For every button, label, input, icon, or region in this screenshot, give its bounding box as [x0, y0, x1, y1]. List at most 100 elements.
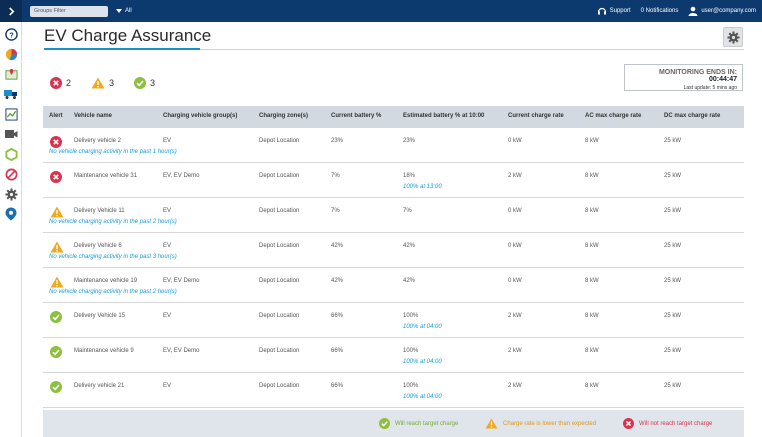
column-header[interactable]: Current charge rate [508, 113, 564, 119]
groups-filter-dropdown[interactable]: All [116, 8, 132, 14]
cell-estimated: 100% [403, 383, 419, 389]
cell-name[interactable]: Maintenance vehicle 9 [74, 348, 134, 354]
status-legend: Will reach target charge Charge rate is … [43, 410, 744, 437]
column-header[interactable]: Estimated battery % at 10:00 [403, 113, 485, 119]
table-row[interactable]: Delivery Vehicle 11 EV Depot Location 7% 7% 0… [43, 199, 744, 233]
column-header[interactable]: Vehicle name [74, 113, 113, 119]
cell-estimated: 100% [403, 348, 419, 354]
table-row[interactable]: Delivery Vehicle 6 EV Depot Location 42% 42%… [43, 234, 744, 268]
cell-rate: 2 kW [508, 313, 522, 319]
cell-zone: Depot Location [259, 243, 300, 249]
sidebar-item-help[interactable]: ? [3, 26, 19, 42]
column-header[interactable]: Alert [49, 113, 63, 119]
sidebar-item-cameras[interactable] [3, 126, 19, 142]
cell-zone: Depot Location [259, 348, 300, 354]
cell-battery: 42% [331, 278, 344, 284]
warning-icon [50, 206, 64, 218]
cell-group: EV [163, 383, 172, 389]
column-header[interactable]: Charging zone(s) [259, 113, 308, 119]
legend-red-label: Will not reach target charge [639, 420, 713, 427]
check-icon [50, 346, 62, 358]
cell-group: EV, EV Demo [163, 348, 200, 354]
cell-name[interactable]: Delivery vehicle 21 [74, 383, 125, 389]
sidebar-item-vehicles[interactable] [3, 86, 19, 102]
cell-rate: 2 kW [508, 348, 522, 354]
cell-group: EV [163, 208, 172, 214]
cell-zone: Depot Location [259, 208, 300, 214]
cell-battery: 7% [331, 208, 340, 214]
column-header[interactable]: Charging vehicle group(s) [163, 113, 238, 119]
cell-zone: Depot Location [259, 313, 300, 319]
estimated-time: 100% at 13:00 [403, 184, 442, 190]
cell-rate: 0 kW [508, 278, 522, 284]
table-row[interactable]: Maintenance vehicle 19 EV, EV Demo Depot L… [43, 269, 744, 303]
cell-ac: 8 kW [585, 313, 599, 319]
cell-name[interactable]: Delivery Vehicle 6 [74, 243, 122, 249]
activity-note: No vehicle charging activity in the past… [49, 219, 177, 225]
table-row[interactable]: Delivery vehicle 2 EV Depot Location 23% 23%… [43, 129, 744, 163]
sidebar-item-map[interactable] [3, 66, 19, 82]
cell-ac: 8 kW [585, 208, 599, 214]
groups-filter-input[interactable]: Groups Filter [30, 5, 108, 17]
cell-ac: 8 kW [585, 243, 599, 249]
column-header[interactable]: AC max charge rate [585, 113, 642, 119]
column-header[interactable]: DC max charge rate [664, 113, 721, 119]
cell-zone: Depot Location [259, 173, 300, 179]
cell-name[interactable]: Maintenance vehicle 19 [74, 278, 138, 284]
user-menu[interactable]: user@company.com [688, 6, 756, 16]
cell-battery: 66% [331, 313, 344, 319]
cell-rate: 0 kW [508, 243, 522, 249]
sidebar-item-exceptions[interactable] [3, 166, 19, 182]
warning-icon [50, 241, 64, 253]
notifications-link[interactable]: 0 Notifications [641, 8, 679, 14]
cell-name[interactable]: Delivery Vehicle 11 [74, 208, 125, 214]
settings-button[interactable] [723, 27, 743, 47]
sidebar-item-zones[interactable] [3, 206, 19, 222]
expand-menu-button[interactable] [0, 0, 22, 22]
error-icon [50, 77, 62, 89]
activity-note: No vehicle charging activity in the past… [49, 149, 177, 155]
summary-red: 2 [50, 77, 71, 89]
sidebar-item-settings[interactable] [3, 186, 19, 202]
cell-rate: 2 kW [508, 383, 522, 389]
caret-down-icon [116, 8, 122, 13]
cell-name[interactable]: Maintenance vehicle 31 [74, 173, 138, 179]
cell-group: EV [163, 313, 172, 319]
gear-icon [4, 187, 18, 201]
cell-estimated: 100% [403, 313, 419, 319]
cell-battery: 66% [331, 383, 344, 389]
cell-rate: 0 kW [508, 138, 522, 144]
cell-dc: 25 kW [664, 348, 682, 354]
cell-battery: 42% [331, 243, 344, 249]
summary-green: 3 [134, 77, 155, 89]
summary-amber-count: 3 [109, 78, 115, 88]
check-icon [379, 418, 390, 429]
sidebar-item-dashboard[interactable] [3, 46, 19, 62]
estimated-time: 100% at 04:00 [403, 324, 442, 330]
sidebar-item-reports[interactable] [3, 106, 19, 122]
map-icon [4, 68, 18, 80]
cell-group: EV, EV Demo [163, 278, 200, 284]
cell-estimated: 23% [403, 138, 416, 144]
table-row[interactable]: Maintenance vehicle 9 EV, EV Demo Depot Lo… [43, 339, 744, 373]
cell-zone: Depot Location [259, 383, 300, 389]
table-row[interactable]: Delivery vehicle 21 EV Depot Location 66% 10… [43, 374, 744, 408]
cell-name[interactable]: Delivery Vehicle 15 [74, 313, 126, 319]
summary-red-count: 2 [66, 78, 72, 88]
summary-amber: 3 [91, 77, 114, 89]
trend-chart-icon [4, 107, 18, 121]
monitoring-label: MONITORING ENDS IN: [658, 69, 737, 76]
sidebar-item-addins[interactable] [3, 146, 19, 162]
table-row[interactable]: Maintenance vehicle 31 EV, EV Demo Depot L… [43, 164, 744, 198]
error-icon [50, 136, 62, 148]
cell-ac: 8 kW [585, 348, 599, 354]
error-icon [623, 418, 634, 429]
table-row[interactable]: Delivery Vehicle 15 EV Depot Location 66% 10… [43, 304, 744, 338]
cell-ac: 8 kW [585, 383, 599, 389]
cell-rate: 2 kW [508, 173, 522, 179]
support-link[interactable]: Support [597, 6, 631, 16]
column-header[interactable]: Current battery % [331, 113, 382, 119]
cell-name[interactable]: Delivery vehicle 2 [74, 138, 122, 144]
estimated-time: 100% at 04:00 [403, 359, 442, 365]
cell-group: EV [163, 138, 172, 144]
